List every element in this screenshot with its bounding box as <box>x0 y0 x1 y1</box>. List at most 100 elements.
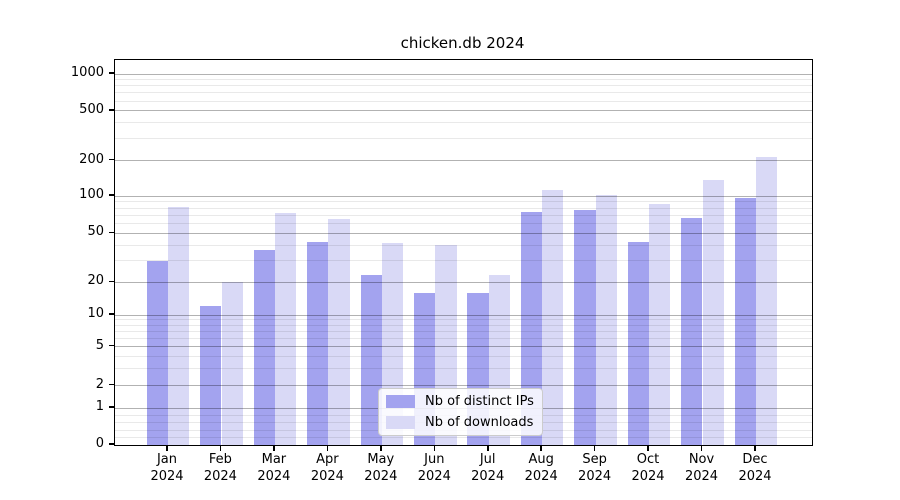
x-tick-label-line: Aug <box>528 452 554 467</box>
gridline-minor <box>115 85 812 87</box>
gridline-minor <box>115 355 812 357</box>
gridline-minor <box>115 92 812 94</box>
y-tick-label: 100 <box>79 187 104 202</box>
y-tick <box>109 313 114 315</box>
x-tick <box>593 445 596 451</box>
gridline-major <box>115 160 812 162</box>
x-tick-label: Dec 2024 <box>715 451 795 485</box>
y-tick-label: 2 <box>95 376 104 392</box>
x-tick <box>540 445 542 451</box>
y-tick-label: 10 <box>87 306 104 321</box>
y-tick <box>109 231 114 234</box>
x-tick-label-line: Mar <box>261 452 287 467</box>
x-tick-label: Apr 2024 <box>287 451 367 485</box>
bar-distinct-ips-feb <box>200 306 222 445</box>
bar-distinct-ips-mar <box>253 249 275 445</box>
x-tick-label: Jul 2024 <box>448 451 528 485</box>
bar-downloads-aug <box>542 190 564 445</box>
gridline-major <box>115 195 812 197</box>
x-tick <box>487 445 489 451</box>
bar-downloads-dec <box>756 156 778 445</box>
gridline-minor <box>115 201 812 203</box>
bar-downloads-nov <box>702 179 724 445</box>
y-tick-label: 1000 <box>70 65 104 80</box>
y-tick <box>109 158 114 161</box>
bar-downloads-mar <box>274 213 297 445</box>
x-tick <box>647 445 649 451</box>
x-tick-label-line: 2024 <box>684 469 719 484</box>
bar-downloads-oct <box>649 203 671 445</box>
bar-distinct-ips-apr <box>307 241 329 445</box>
x-tick-label: May 2024 <box>341 451 421 485</box>
x-tick-label: Jan 2024 <box>127 451 207 485</box>
y-tick <box>109 109 114 111</box>
bar-distinct-ips-nov <box>681 218 703 445</box>
gridline-minor <box>115 138 812 140</box>
x-tick-label-line: Dec <box>742 452 768 467</box>
y-tick <box>109 383 114 386</box>
plot-area: Nb of distinct IPs Nb of downloads <box>114 59 813 446</box>
gridline-minor <box>115 367 812 369</box>
x-tick-label-line: Jan <box>156 452 178 467</box>
y-tick <box>109 194 114 196</box>
bar-distinct-ips-aug <box>520 211 543 445</box>
x-tick <box>326 445 329 451</box>
x-tick-label-line: 2024 <box>631 469 665 484</box>
y-tick <box>109 344 114 347</box>
x-tick-label-line: Sep <box>582 452 607 467</box>
bar-distinct-ips-dec <box>734 197 756 445</box>
y-tick-label: 200 <box>79 151 104 167</box>
gridline-minor <box>115 244 812 246</box>
y-tick-label: 0 <box>95 436 104 451</box>
x-tick-label-line: Feb <box>208 452 232 467</box>
x-tick-label-line: 2024 <box>471 469 505 484</box>
x-tick <box>754 445 756 451</box>
gridline-minor <box>115 337 812 339</box>
bar-distinct-ips-jan <box>146 260 168 445</box>
x-tick-label: Feb 2024 <box>180 451 260 485</box>
gridline-minor <box>115 79 812 81</box>
x-tick-label-line: Nov <box>688 452 715 467</box>
bar-distinct-ips-sep <box>574 210 596 445</box>
x-tick-label-line: 2024 <box>310 469 344 484</box>
x-tick <box>380 445 382 451</box>
gridline-major <box>115 385 812 387</box>
x-tick <box>219 445 222 451</box>
x-tick-label-line: 2024 <box>257 469 291 484</box>
legend-label-downloads: Nb of downloads <box>425 415 534 430</box>
y-tick-label: 50 <box>87 224 104 240</box>
y-tick <box>109 280 114 283</box>
x-tick-label: Nov 2024 <box>662 451 742 485</box>
legend-swatch-distinct-ips <box>386 395 415 408</box>
gridline-minor <box>115 324 812 326</box>
y-tick-label: 500 <box>79 101 104 117</box>
x-tick-label-line: 2024 <box>524 469 558 484</box>
x-tick-label-line: May <box>367 452 395 467</box>
x-tick-label: Jun 2024 <box>394 451 474 485</box>
x-tick-label: Aug 2024 <box>501 451 581 485</box>
bar-downloads-jan <box>168 206 190 445</box>
gridline-minor <box>115 437 812 439</box>
gridline-minor <box>115 319 812 321</box>
legend-swatch-downloads <box>386 416 415 429</box>
gridline-major <box>115 346 812 348</box>
legend-item-downloads: Nb of downloads <box>379 414 542 431</box>
x-tick-label-line: Jul <box>479 452 496 467</box>
x-tick-label: Oct 2024 <box>608 451 688 485</box>
x-tick-label-line: 2024 <box>738 469 772 484</box>
chart-title: chicken.db 2024 <box>400 34 525 52</box>
legend-item-distinct-ips: Nb of distinct IPs <box>379 393 542 410</box>
gridline-minor <box>115 207 812 209</box>
x-tick-label: Sep 2024 <box>555 451 635 485</box>
y-tick-label: 20 <box>87 273 104 289</box>
x-tick <box>433 445 435 451</box>
gridline-major <box>115 314 812 316</box>
bar-downloads-feb <box>221 282 243 445</box>
gridline-major <box>115 232 812 234</box>
y-tick <box>109 72 114 74</box>
x-tick-label-line: Oct <box>636 452 660 467</box>
bar-downloads-sep <box>595 195 617 445</box>
y-tick <box>109 443 114 445</box>
y-tick-label: 5 <box>95 337 104 353</box>
x-tick-label-line: 2024 <box>203 469 237 484</box>
